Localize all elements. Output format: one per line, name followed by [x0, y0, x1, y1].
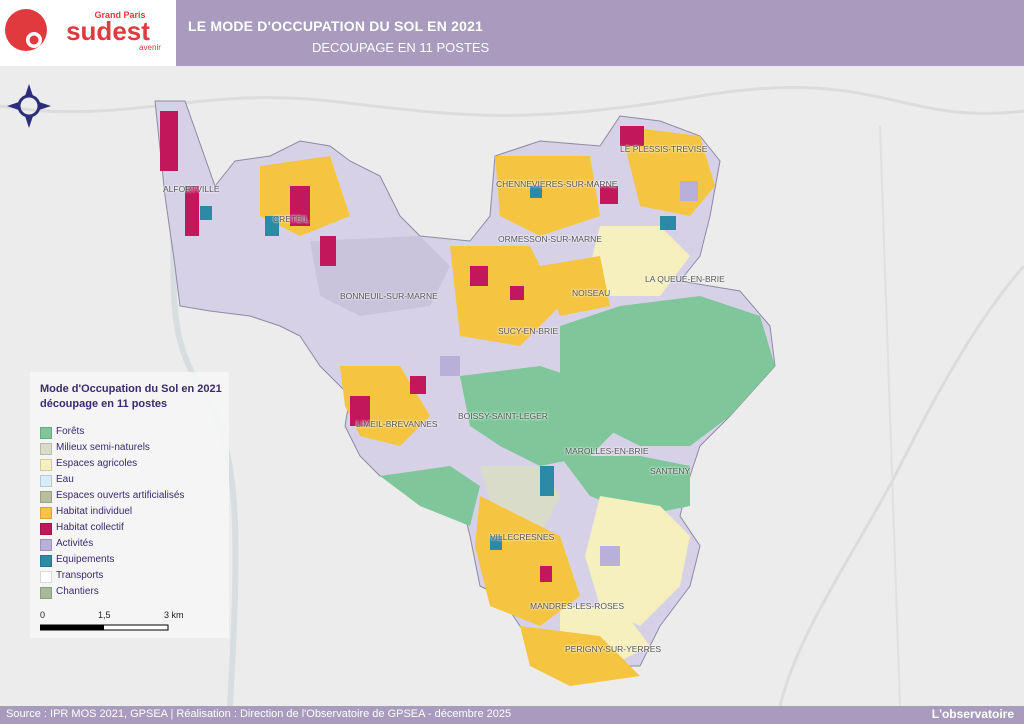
logo: Grand Paris sudest avenir	[0, 0, 176, 66]
legend-panel: Mode d'Occupation du Sol en 2021 découpa…	[30, 372, 229, 638]
place-label: MANDRES-LES-ROSES	[530, 601, 624, 611]
legend-swatch	[40, 475, 52, 487]
logo-graphic: Grand Paris sudest avenir	[5, 9, 161, 52]
place-label: BONNEUIL-SUR-MARNE	[340, 291, 438, 301]
place-label: ORMESSON-SUR-MARNE	[498, 234, 602, 244]
legend-title-line2: découpage en 11 postes	[40, 398, 168, 410]
legend-label: Equipements	[56, 554, 115, 565]
map-area[interactable]: ALFORTVILLE CRETEIL BONNEUIL-SUR-MARNE C…	[0, 66, 1024, 707]
legend-swatch	[40, 571, 52, 583]
legend-swatch	[40, 443, 52, 455]
legend-swatch	[40, 587, 52, 599]
scale-bar	[40, 624, 169, 631]
footer: Source : IPR MOS 2021, GPSEA | Réalisati…	[0, 706, 1024, 724]
legend-label: Eau	[56, 474, 74, 485]
legend-label: Habitat individuel	[56, 506, 133, 517]
place-label: CHENNEVIERES-SUR-MARNE	[496, 179, 618, 189]
logo-sub-text: avenir	[139, 43, 161, 52]
legend-swatch	[40, 427, 52, 439]
legend-title: Mode d'Occupation du Sol en 2021 découpa…	[40, 382, 225, 412]
legend-swatch	[40, 539, 52, 551]
place-label: NOISEAU	[572, 288, 611, 298]
legend-swatch	[40, 555, 52, 567]
scale-label-mid: 1,5	[98, 610, 111, 620]
legend-label: Forêts	[56, 426, 85, 437]
place-label: SANTENY	[650, 466, 691, 476]
legend-label: Transports	[56, 570, 104, 581]
logo-top-text: Grand Paris	[94, 10, 145, 20]
place-label: ALFORTVILLE	[163, 184, 220, 194]
place-label: VILLECRESNES	[490, 532, 555, 542]
page-subtitle: DECOUPAGE EN 11 POSTES	[312, 40, 490, 55]
place-label: LE PLESSIS-TREVISE	[620, 144, 708, 154]
legend-label: Milieux semi-naturels	[56, 442, 150, 453]
header: Grand Paris sudest avenir LE MODE D'OCCU…	[0, 0, 1024, 66]
place-label: LA QUEUE-EN-BRIE	[645, 274, 725, 284]
legend-label: Espaces agricoles	[56, 458, 138, 469]
place-label: BOISSY-SAINT-LEGER	[458, 411, 548, 421]
legend-swatch	[40, 459, 52, 471]
place-label: MAROLLES-EN-BRIE	[565, 446, 649, 456]
map-canvas[interactable]	[0, 66, 1024, 707]
place-label: LIMEIL-BREVANNES	[356, 419, 438, 429]
legend-title-line1: Mode d'Occupation du Sol en 2021	[40, 383, 222, 395]
legend-label: Habitat collectif	[56, 522, 124, 533]
legend-swatch	[40, 523, 52, 535]
legend-label: Chantiers	[56, 586, 99, 597]
legend-swatch	[40, 507, 52, 519]
title-band: LE MODE D'OCCUPATION DU SOL EN 2021 DECO…	[176, 0, 1024, 66]
observatoire-logo: L'observatoire	[931, 707, 1014, 721]
logo-main-text: sudest	[66, 16, 150, 46]
legend-label: Espaces ouverts artificialisés	[56, 490, 185, 501]
compass-icon	[7, 84, 51, 128]
place-label: PERIGNY-SUR-YERRES	[565, 644, 662, 654]
scale-label-end: 3 km	[164, 610, 184, 620]
source-text: Source : IPR MOS 2021, GPSEA | Réalisati…	[6, 708, 512, 720]
page-title: LE MODE D'OCCUPATION DU SOL EN 2021	[188, 18, 484, 34]
legend-swatch	[40, 491, 52, 503]
place-label: CRETEIL	[273, 214, 309, 224]
place-label: SUCY-EN-BRIE	[498, 326, 559, 336]
scale-label-0: 0	[40, 610, 46, 620]
legend-label: Activités	[56, 538, 94, 549]
